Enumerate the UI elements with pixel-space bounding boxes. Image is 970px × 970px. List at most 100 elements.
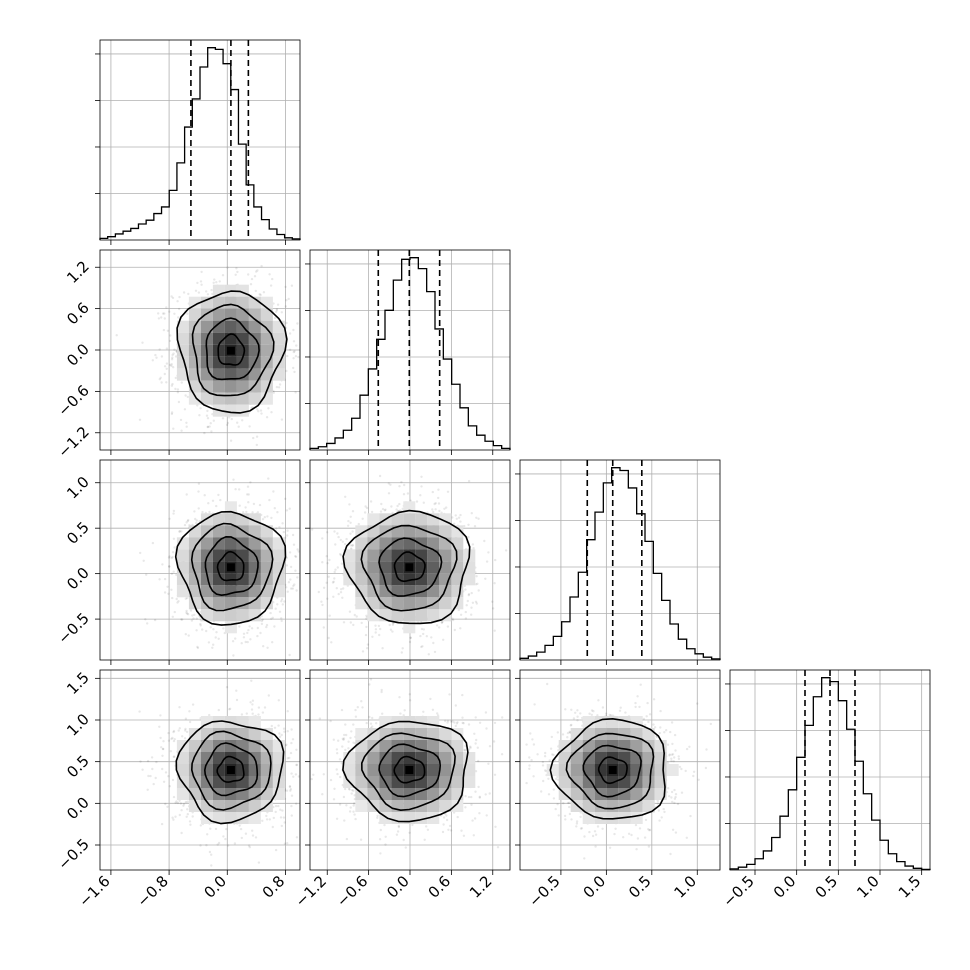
scatter-point	[160, 381, 163, 384]
scatter-point	[214, 636, 217, 639]
scatter-point	[435, 624, 439, 627]
scatter-point	[328, 614, 331, 617]
scatter-point	[169, 363, 172, 367]
scatter-point	[224, 837, 227, 841]
scatter-point	[287, 297, 290, 301]
scatter-point	[351, 510, 355, 513]
scatter-point	[422, 501, 425, 504]
density-cell	[224, 404, 237, 417]
scatter-point	[174, 376, 177, 380]
scatter-point	[165, 381, 168, 384]
scatter-point	[245, 510, 248, 514]
scatter-point	[209, 626, 212, 629]
scatter-point	[208, 510, 211, 514]
density-cell	[260, 320, 273, 333]
scatter-point	[349, 532, 352, 535]
scatter-point	[292, 350, 295, 354]
scatter-point	[443, 507, 446, 510]
scatter-point	[255, 270, 258, 273]
density-cell	[355, 573, 368, 586]
scatter-point	[493, 629, 496, 632]
scatter-point	[180, 429, 183, 432]
scatter-point	[248, 425, 251, 428]
density-cell	[427, 561, 440, 574]
scatter-point	[225, 686, 229, 689]
scatter-point	[467, 535, 470, 539]
scatter-point	[280, 598, 284, 601]
scatter-point	[145, 573, 148, 576]
scatter-point	[419, 634, 422, 638]
scatter-point	[162, 328, 166, 332]
scatter-point	[274, 804, 278, 808]
scatter-point	[270, 617, 273, 620]
scatter-point	[246, 485, 250, 488]
scatter-point	[337, 592, 340, 596]
scatter-point	[402, 493, 406, 496]
scatter-point	[158, 378, 161, 381]
scatter-point	[206, 409, 209, 413]
scatter-point	[247, 501, 250, 504]
scatter-point	[470, 606, 473, 609]
scatter-point	[365, 506, 369, 510]
scatter-point	[171, 353, 174, 357]
scatter-point	[146, 622, 149, 625]
scatter-point	[257, 706, 261, 709]
scatter-point	[284, 285, 287, 289]
density-cell	[272, 549, 285, 562]
scatter-point	[484, 577, 487, 580]
scatter-point	[457, 516, 461, 519]
y-tick-label: 0.0	[63, 340, 93, 370]
scatter-point	[434, 508, 437, 511]
scatter-point	[278, 610, 282, 613]
scatter-point	[275, 385, 279, 389]
scatter-point	[285, 299, 288, 302]
scatter-point	[327, 636, 330, 640]
density-cell	[439, 597, 452, 610]
scatter-point	[167, 739, 171, 742]
scatter-point	[212, 281, 215, 284]
scatter-point	[425, 635, 428, 638]
scatter-point	[285, 369, 288, 373]
scatter-point	[163, 365, 167, 368]
scatter-point	[286, 842, 289, 845]
scatter-point	[250, 627, 254, 630]
scatter-point	[485, 560, 489, 563]
scatter-point	[374, 631, 377, 634]
scatter-point	[195, 519, 198, 522]
scatter-point	[199, 622, 202, 626]
scatter-point	[383, 509, 386, 512]
scatter-point	[170, 588, 173, 591]
scatter-point	[155, 356, 158, 359]
scatter-point	[281, 522, 284, 525]
scatter-point	[168, 517, 171, 520]
scatter-point	[341, 540, 344, 543]
scatter-point	[176, 391, 180, 394]
scatter-point	[290, 728, 293, 731]
scatter-point	[340, 562, 344, 565]
scatter-point	[172, 512, 175, 515]
scatter-point	[347, 519, 350, 523]
scatter-point	[453, 628, 456, 632]
scatter-point	[162, 780, 166, 783]
scatter-point	[254, 836, 258, 839]
scatter-point	[261, 711, 265, 714]
scatter-point	[474, 600, 478, 603]
scatter-point	[272, 490, 275, 493]
scatter-point	[186, 800, 189, 803]
scatter-point	[138, 418, 142, 421]
scatter-point	[463, 524, 466, 528]
scatter-point	[165, 367, 168, 370]
scatter-point	[208, 425, 211, 428]
scatter-point	[422, 628, 425, 631]
scatter-point	[269, 284, 273, 287]
density-cell	[224, 380, 237, 393]
scatter-point	[274, 310, 278, 314]
scatter-point	[294, 391, 297, 394]
scatter-point	[242, 632, 246, 635]
scatter-point	[266, 515, 269, 518]
scatter-point	[142, 559, 145, 562]
density-cell	[188, 356, 201, 369]
scatter-point	[353, 613, 356, 617]
scatter-point	[333, 530, 336, 533]
scatter-point	[172, 570, 175, 573]
